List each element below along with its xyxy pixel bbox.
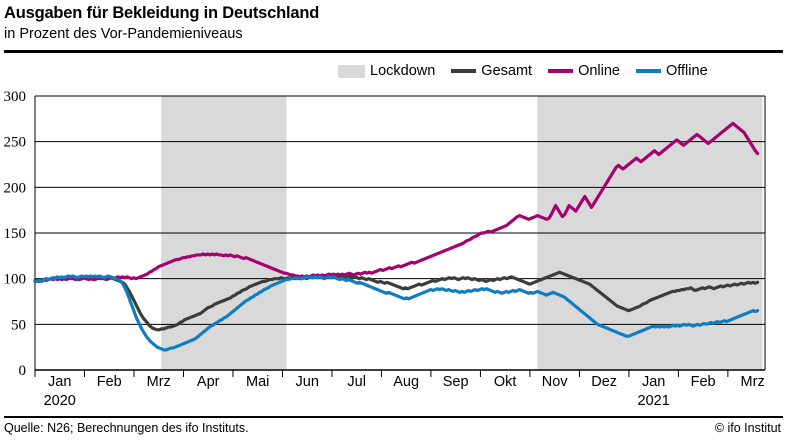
legend-item-online[interactable]: Online xyxy=(548,63,620,79)
x-tick-label: Jan xyxy=(48,374,72,390)
series-line-offline xyxy=(33,274,760,352)
y-tick-label-150: 150 xyxy=(4,226,27,242)
x-tick-label: Mrz xyxy=(740,374,765,390)
x-tick-label: Jan xyxy=(641,374,666,390)
x-tick-label: Jul xyxy=(347,374,366,390)
legend-label: Gesamt xyxy=(481,63,533,79)
chart-legend: Lockdown Gesamt Online Offline xyxy=(338,61,708,81)
legend-item-offline[interactable]: Offline xyxy=(635,63,708,79)
page-subtitle: in Prozent des Vor-Pandemieniveaus xyxy=(4,26,243,42)
series-line-online xyxy=(33,121,760,284)
legend-label: Lockdown xyxy=(370,63,436,79)
series-line-gesamt xyxy=(33,270,760,332)
copyright-note: © ifo Institut xyxy=(714,421,781,435)
x-tick-label: Dez xyxy=(591,374,618,390)
y-tick-label-0: 0 xyxy=(19,363,27,379)
x-tick-label: Mrz xyxy=(146,374,171,390)
x-year-label: 2021 xyxy=(637,393,670,409)
x-tick-label: Sep xyxy=(442,374,469,390)
page-title: Ausgaben für Bekleidung in Deutschland xyxy=(4,4,320,22)
x-axis-labels: Jan Feb Mrz Apr Mai Jun Jul Aug Sep Okt Nov Dez Jan F… xyxy=(0,374,787,394)
legend-swatch-line-icon xyxy=(635,69,661,73)
legend-label: Offline xyxy=(665,63,708,79)
source-note: Quelle: N26; Berechnungen des ifo Instit… xyxy=(4,421,249,435)
x-tick-label: Nov xyxy=(541,374,568,390)
y-tick-label-200: 200 xyxy=(4,180,27,196)
legend-swatch-line-icon xyxy=(451,69,477,73)
y-tick-label-50: 50 xyxy=(11,317,26,333)
plot-area: 0 50 100 150 200 250 300 xyxy=(0,84,787,384)
y-tick-label-300: 300 xyxy=(4,89,27,105)
y-tick-label-250: 250 xyxy=(4,135,27,151)
x-tick-label: Feb xyxy=(690,374,716,390)
footer-divider xyxy=(4,416,783,418)
y-tick-label-100: 100 xyxy=(4,272,27,288)
legend-item-lockdown[interactable]: Lockdown xyxy=(338,63,435,79)
legend-label: Online xyxy=(578,63,620,79)
x-tick-label: Mai xyxy=(246,374,270,390)
plot-svg: 0 50 100 150 200 250 300 xyxy=(4,89,766,379)
x-tick-label: Apr xyxy=(196,374,220,390)
x-tick-label: Feb xyxy=(96,374,122,390)
legend-swatch-box-icon xyxy=(338,64,365,78)
x-tick-label: Okt xyxy=(493,374,517,390)
legend-swatch-line-icon xyxy=(548,69,574,73)
x-tick-label: Jun xyxy=(295,374,319,390)
header-divider xyxy=(4,50,783,53)
x-tick-label: Aug xyxy=(393,374,420,390)
legend-item-gesamt[interactable]: Gesamt xyxy=(451,63,532,79)
x-year-label: 2020 xyxy=(43,393,76,409)
